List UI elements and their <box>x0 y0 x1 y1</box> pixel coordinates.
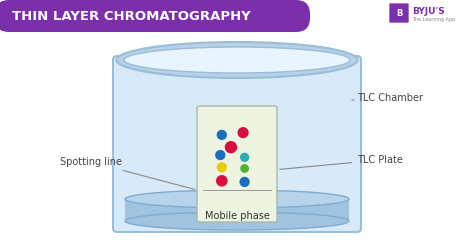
Point <box>227 145 235 149</box>
Point <box>241 180 248 184</box>
FancyBboxPatch shape <box>0 0 310 32</box>
Point <box>218 165 226 169</box>
FancyBboxPatch shape <box>113 56 361 232</box>
Ellipse shape <box>125 212 349 230</box>
Text: The Learning App: The Learning App <box>412 17 455 22</box>
Point <box>241 166 248 170</box>
Ellipse shape <box>124 47 350 73</box>
Text: B: B <box>396 8 402 18</box>
Point <box>239 131 247 135</box>
Ellipse shape <box>125 190 349 208</box>
Text: TLC Chamber: TLC Chamber <box>352 93 423 103</box>
Text: Mobile phase: Mobile phase <box>205 211 269 221</box>
Bar <box>125 199 349 221</box>
Text: Spotting line: Spotting line <box>60 157 194 189</box>
Ellipse shape <box>117 42 357 78</box>
Point <box>218 179 226 183</box>
Text: TLC Plate: TLC Plate <box>280 155 403 169</box>
Point <box>241 155 248 159</box>
Text: THIN LAYER CHROMATOGRAPHY: THIN LAYER CHROMATOGRAPHY <box>12 9 251 23</box>
Point <box>217 153 224 157</box>
Text: BYJU'S: BYJU'S <box>412 6 445 15</box>
Point <box>218 133 226 137</box>
FancyBboxPatch shape <box>197 106 277 222</box>
FancyBboxPatch shape <box>389 3 409 23</box>
